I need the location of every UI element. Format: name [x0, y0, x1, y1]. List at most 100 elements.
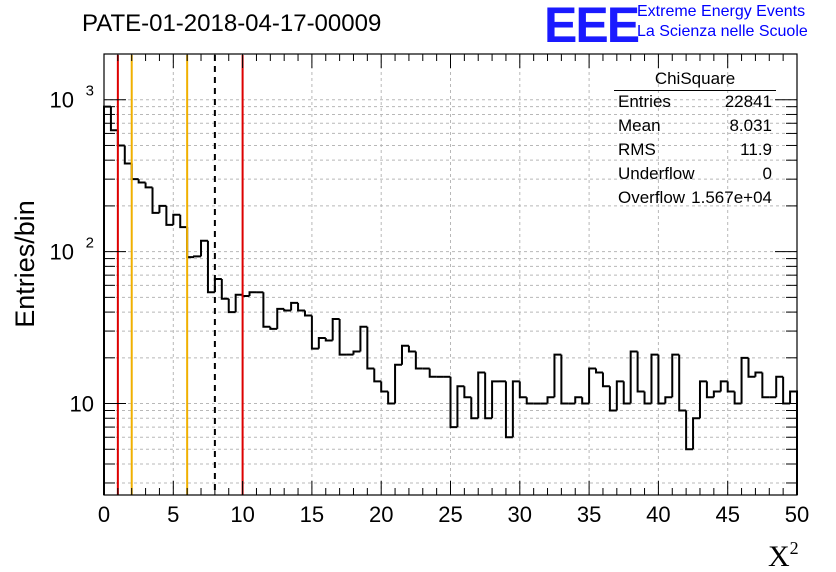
stats-key: Mean [618, 116, 661, 135]
stats-box: ChiSquare Entries 22841 Mean 8.031 RMS 1… [614, 68, 776, 218]
histogram-bin [407, 345, 416, 353]
histogram-bin [380, 381, 389, 393]
histogram-bin [484, 372, 493, 420]
histogram-bin [581, 397, 590, 405]
x-tick-label: 15 [300, 502, 324, 527]
histogram-bin [601, 372, 610, 388]
histogram-bin [588, 367, 597, 404]
histogram-bin [241, 294, 250, 298]
stats-value: 22841 [724, 92, 772, 111]
histogram-bin [692, 417, 700, 450]
x-tick-label: 50 [785, 502, 809, 527]
histogram-bin [165, 205, 174, 226]
histogram-bin [200, 239, 208, 257]
histogram-bin [491, 380, 500, 419]
histogram-bin [650, 353, 659, 404]
histogram-bin [137, 179, 146, 184]
stats-row-rms: RMS 11.9 [618, 140, 772, 162]
histogram-bin [622, 381, 631, 405]
stats-title: ChiSquare [654, 69, 736, 88]
histogram-bin [303, 310, 312, 317]
histogram-bin [664, 396, 673, 404]
histogram-bin [366, 326, 375, 370]
histogram-bin [685, 410, 694, 451]
histogram-bin [428, 368, 437, 378]
stats-value: 0 [762, 164, 772, 183]
stats-row-underflow: Underflow 0 [618, 164, 772, 186]
marker-lines [116, 55, 244, 495]
histogram-bin [283, 308, 292, 312]
histogram-bin [317, 337, 326, 349]
histogram-bin [387, 391, 396, 405]
histogram-bin [220, 279, 229, 300]
histogram-bin [525, 397, 534, 405]
x-tick-label: 35 [577, 502, 601, 527]
stats-value: 11.9 [740, 140, 772, 159]
histogram-bin [608, 386, 617, 412]
histogram-bin [144, 182, 153, 189]
y-tick-label: 10 [50, 240, 74, 265]
histogram-bin [657, 354, 666, 405]
histogram-bin [546, 396, 555, 404]
y-tick-label-exponent: 2 [86, 235, 94, 252]
histogram-bin [615, 380, 624, 411]
histogram-bin [712, 390, 721, 398]
histogram-bin [414, 351, 423, 370]
histogram-bin [629, 350, 638, 404]
stats-key: Underflow [618, 164, 695, 183]
histogram-bin [595, 368, 603, 374]
x-tick-label: 45 [715, 502, 739, 527]
histogram-bin [456, 385, 465, 428]
logo-tagline-1: Extreme Energy Events [637, 3, 806, 20]
histogram-bin [179, 214, 188, 229]
histogram-bin [400, 344, 409, 365]
x-tick-label: 25 [438, 502, 462, 527]
histogram-bin [789, 390, 798, 495]
y-tick-label: 10 [70, 392, 94, 417]
x-tick-label: 10 [230, 502, 254, 527]
histogram-bin [310, 315, 319, 350]
histogram-bin [560, 354, 569, 405]
histogram-bin [151, 187, 160, 214]
histogram-bin [394, 363, 402, 404]
histogram-bin [193, 255, 202, 258]
histogram-bin [463, 386, 472, 399]
histogram-bin [504, 381, 513, 439]
y-tick-label-exponent: 3 [86, 83, 94, 100]
histogram-bin [290, 301, 299, 311]
eee-logo: EEE [544, 0, 640, 53]
histogram-bin [373, 368, 382, 383]
histogram-bin [782, 376, 791, 405]
x-tick-label: 30 [508, 502, 532, 527]
x-axis-title: X2 [768, 538, 799, 572]
axis-ticks: 0 5 10 15 20 25 30 35 40 45 50 10 10 2 10 3 [50, 54, 809, 527]
histogram-bin [297, 302, 305, 312]
stats-value: 8.031 [729, 116, 772, 135]
stats-row-entries: Entries 22841 [618, 92, 772, 114]
x-tick-label: 40 [646, 502, 670, 527]
histogram-bin [269, 326, 278, 330]
logo-tagline-2: La Scienza nelle Scuole [637, 23, 808, 40]
histogram-bin [276, 307, 285, 329]
histogram-bin [574, 396, 583, 404]
histogram-bin [643, 391, 652, 405]
histogram-bin [130, 163, 139, 181]
histogram-bin [359, 325, 368, 352]
x-axis-title-sup: 2 [790, 538, 799, 558]
x-tick-label: 20 [369, 502, 393, 527]
x-tick-label: 5 [167, 502, 179, 527]
histogram-bin [733, 391, 742, 405]
histogram-bin [234, 293, 243, 313]
histogram-bin [740, 356, 749, 404]
histogram-bin [449, 376, 458, 429]
histogram-bin [352, 350, 361, 355]
histogram-bin [553, 353, 562, 398]
histogram-bin [775, 375, 784, 398]
stats-divider [614, 90, 776, 91]
histogram-bin [158, 204, 167, 213]
histogram-bin [123, 145, 132, 165]
histogram-bin [747, 357, 756, 378]
histogram-bin [324, 338, 333, 342]
stats-row-mean: Mean 8.031 [618, 116, 772, 138]
histogram-bin [470, 397, 479, 420]
